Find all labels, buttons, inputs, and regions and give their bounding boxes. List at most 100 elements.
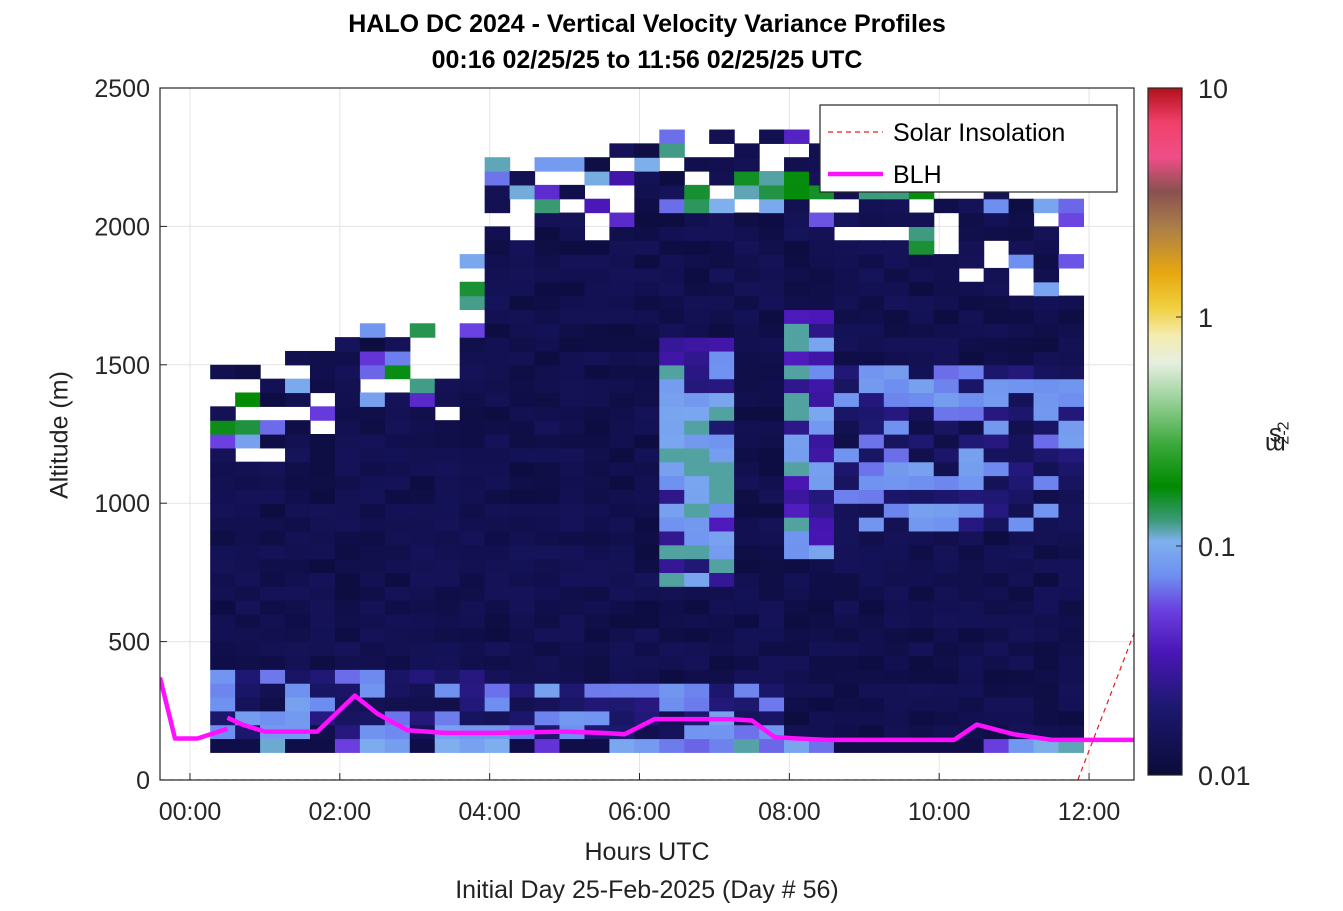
heatmap-cell: [709, 489, 735, 504]
heatmap-cell: [684, 420, 710, 435]
heatmap-cell: [584, 558, 610, 573]
heatmap-cell: [235, 503, 261, 518]
heatmap-cell: [434, 627, 461, 643]
heatmap-cell: [858, 406, 885, 421]
heatmap-cell: [734, 323, 760, 338]
heatmap-cell: [384, 696, 411, 712]
heatmap-cell: [858, 309, 885, 324]
heatmap-cell: [858, 392, 885, 407]
heatmap-cell: [484, 295, 511, 311]
heatmap-cell: [1033, 198, 1060, 214]
heatmap-cell: [784, 572, 810, 587]
heatmap-cell: [908, 337, 935, 352]
heatmap-cell: [235, 669, 261, 684]
heatmap-cell: [958, 738, 985, 753]
heatmap-cell: [1008, 558, 1035, 573]
heatmap-cell: [384, 627, 411, 643]
heatmap-cell: [584, 406, 610, 421]
heatmap-cell: [784, 309, 810, 324]
heatmap-cell: [309, 613, 336, 629]
heatmap-cell: [285, 447, 311, 463]
heatmap-cell: [958, 406, 985, 421]
heatmap-cell: [883, 600, 910, 615]
heatmap-cell: [235, 627, 261, 643]
heatmap-cell: [609, 281, 635, 297]
heatmap-cell: [409, 600, 436, 615]
heatmap-cell: [1008, 254, 1035, 269]
heatmap-cell: [858, 572, 885, 587]
heatmap-cell: [559, 309, 586, 324]
heatmap-cell: [684, 503, 710, 518]
heatmap-cell: [434, 641, 461, 657]
heatmap-cell: [534, 434, 561, 449]
legend-label: Solar Insolation: [893, 119, 1065, 147]
heatmap-cell: [409, 503, 436, 518]
heatmap-cell: [808, 461, 835, 477]
heatmap-cell: [958, 420, 985, 435]
heatmap-cell: [210, 600, 236, 615]
heatmap-cell: [908, 240, 935, 255]
heatmap-cell: [709, 572, 735, 587]
heatmap-cell: [559, 406, 586, 421]
heatmap-cell: [908, 378, 935, 394]
heatmap-cell: [584, 267, 610, 283]
heatmap-cell: [609, 503, 635, 518]
heatmap-cell: [908, 420, 935, 435]
heatmap-cell: [509, 434, 536, 449]
heatmap-cell: [833, 309, 860, 324]
heatmap-cell: [1008, 572, 1035, 587]
heatmap-cell: [534, 475, 561, 490]
heatmap-cell: [434, 530, 461, 546]
heatmap-cell: [709, 724, 735, 740]
heatmap-cell: [759, 627, 785, 643]
heatmap-cell: [260, 489, 286, 504]
heatmap-cell: [359, 683, 386, 698]
heatmap-cell: [1008, 226, 1035, 241]
heatmap-cell: [858, 544, 885, 560]
heatmap-cell: [309, 558, 336, 573]
heatmap-cell: [260, 655, 286, 670]
heatmap-cell: [1008, 710, 1035, 726]
heatmap-cell: [459, 627, 486, 643]
heatmap-cell: [659, 240, 685, 255]
heatmap-cell: [559, 572, 586, 587]
heatmap-cell: [983, 613, 1010, 629]
colorbar-tick-label: 0.01: [1198, 761, 1251, 791]
heatmap-cell: [858, 350, 885, 366]
heatmap-cell: [759, 323, 785, 338]
heatmap-cell: [384, 517, 411, 532]
heatmap-cell: [1008, 738, 1035, 753]
heatmap-cell: [1033, 641, 1060, 657]
heatmap-cell: [983, 558, 1010, 573]
heatmap-cell: [759, 420, 785, 435]
heatmap-cell: [684, 517, 710, 532]
heatmap-cell: [235, 392, 261, 407]
heatmap-cell: [1008, 212, 1035, 227]
heatmap-cell: [559, 544, 586, 560]
heatmap-cell: [334, 517, 361, 532]
heatmap-cell: [609, 738, 635, 753]
heatmap-cell: [709, 129, 735, 144]
heatmap-cell: [958, 572, 985, 587]
heatmap-cell: [759, 641, 785, 657]
heatmap-cell: [709, 281, 735, 297]
heatmap-cell: [759, 309, 785, 324]
heatmap-cell: [434, 434, 461, 449]
heatmap-cell: [684, 434, 710, 449]
heatmap-cell: [659, 544, 685, 560]
heatmap-cell: [1033, 517, 1060, 532]
heatmap-cell: [1058, 613, 1085, 629]
heatmap-cell: [759, 240, 785, 255]
heatmap-cell: [734, 378, 760, 394]
heatmap-cell: [334, 503, 361, 518]
heatmap-cell: [684, 696, 710, 712]
heatmap-cell: [235, 641, 261, 657]
heatmap-cell: [908, 226, 935, 241]
heatmap-cell: [908, 655, 935, 670]
heatmap-cell: [659, 447, 685, 463]
heatmap-cell: [459, 392, 486, 407]
heatmap-cell: [983, 447, 1010, 463]
heatmap-cell: [958, 337, 985, 352]
heatmap-cell: [609, 558, 635, 573]
heatmap-cell: [833, 544, 860, 560]
